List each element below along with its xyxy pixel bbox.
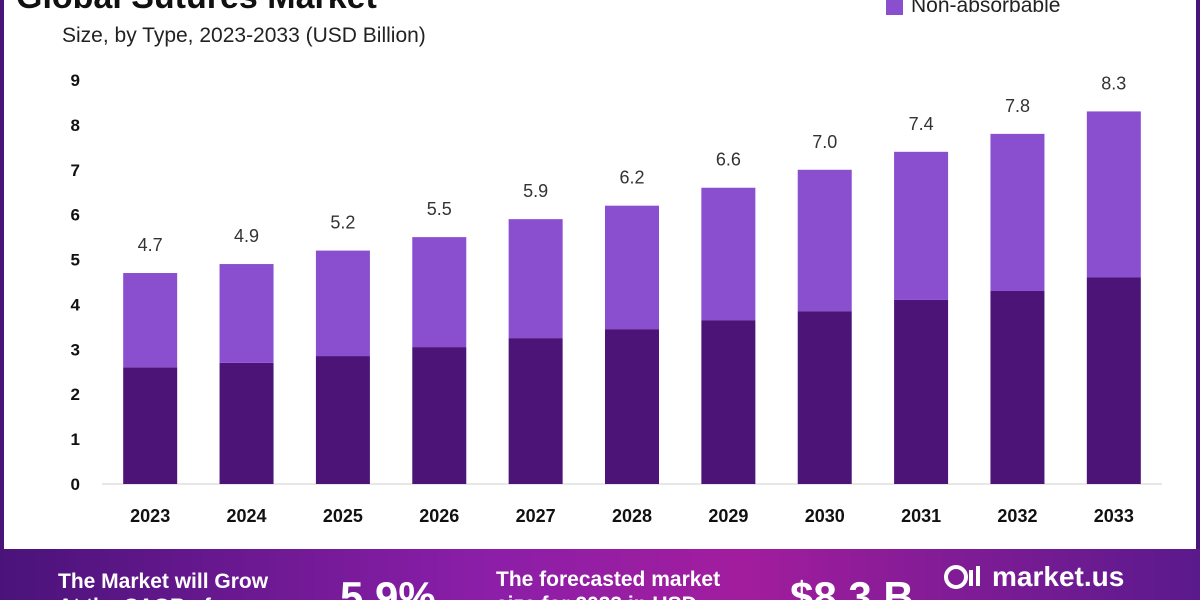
x-tick-label: 2024 — [227, 506, 267, 526]
y-tick-label: 2 — [71, 385, 80, 404]
bars: 4.7 4.9 5.2 5.5 5.9 6.2 6.6 7.0 7.4 7.8 8.3 — [123, 73, 1141, 484]
chart-subtitle: Size, by Type, 2023-2033 (USD Billion) — [62, 24, 426, 47]
bar-non-absorbable — [315, 250, 370, 357]
x-tick-label: 2025 — [323, 506, 363, 526]
y-tick-label: 5 — [71, 251, 80, 270]
data-label-total: 5.2 — [330, 213, 355, 233]
y-tick-label: 9 — [71, 71, 80, 90]
x-tick-label: 2032 — [997, 506, 1037, 526]
bar-absorbable — [990, 290, 1045, 484]
bar-non-absorbable — [797, 169, 852, 312]
brand: market.us — [944, 561, 1124, 593]
legend-swatch-non-absorbable — [886, 0, 903, 15]
y-tick-label: 3 — [71, 340, 80, 359]
bar-non-absorbable — [219, 264, 274, 363]
bar-non-absorbable — [701, 187, 756, 321]
data-label-total: 7.0 — [812, 132, 837, 152]
data-label-total: 4.9 — [234, 226, 259, 246]
data-label-total: 4.7 — [138, 235, 163, 255]
y-tick-label: 7 — [71, 161, 80, 180]
y-tick-label: 0 — [71, 475, 80, 494]
y-tick-label: 8 — [71, 116, 80, 135]
data-label-total: 6.2 — [619, 168, 644, 188]
y-tick-label: 4 — [71, 295, 81, 314]
x-tick-label: 2028 — [612, 506, 652, 526]
x-tick-label: 2026 — [419, 506, 459, 526]
data-label-total: 8.3 — [1101, 73, 1126, 93]
bar-absorbable — [123, 367, 178, 484]
bar-absorbable — [508, 338, 563, 484]
bar-non-absorbable — [1086, 111, 1141, 278]
legend-label-non-absorbable: Non-absorbable — [911, 0, 1061, 17]
data-label-total: 5.9 — [523, 181, 548, 201]
x-tick-label: 2029 — [708, 506, 748, 526]
data-label-total: 6.6 — [716, 150, 741, 170]
bar-absorbable — [315, 356, 370, 484]
market-us-logo-icon — [944, 565, 980, 589]
forecast-caption: The forecasted market size for 2033 in U… — [496, 568, 721, 600]
bar-non-absorbable — [508, 219, 563, 339]
brand-name: market.us — [992, 561, 1125, 592]
x-tick-label: 2033 — [1094, 506, 1134, 526]
bar-absorbable — [219, 362, 274, 484]
data-label-total: 7.8 — [1005, 96, 1030, 116]
cagr-value: 5.9% — [340, 573, 436, 600]
bar-absorbable — [701, 320, 756, 484]
x-tick-label: 2023 — [130, 506, 170, 526]
footer-banner: The Market will Grow At the CAGR of: 5.9… — [0, 549, 1200, 600]
y-tick-label: 6 — [71, 206, 80, 225]
bar-absorbable — [412, 347, 467, 484]
bar-absorbable — [894, 299, 949, 484]
bar-non-absorbable — [412, 237, 467, 348]
bar-non-absorbable — [894, 151, 949, 300]
bar-absorbable — [605, 329, 659, 484]
bar-absorbable — [797, 311, 852, 484]
legend: Non-absorbable — [886, 0, 1060, 18]
x-axis: 2023 2024 2025 2026 2027 2028 2029 2030 2031 2032… — [130, 506, 1134, 526]
data-label-total: 7.4 — [909, 114, 934, 134]
y-tick-label: 1 — [71, 430, 80, 449]
x-tick-label: 2027 — [516, 506, 556, 526]
bar-non-absorbable — [990, 133, 1045, 291]
growth-caption: The Market will Grow At the CAGR of: — [58, 570, 269, 600]
chart-title: Global Sutures Market — [16, 0, 377, 17]
data-label-total: 5.5 — [427, 199, 452, 219]
bar-absorbable — [1086, 277, 1141, 484]
forecast-value: $8.3 B — [790, 573, 914, 600]
bar-non-absorbable — [123, 273, 178, 368]
stacked-bar-chart: 0 1 2 3 4 5 6 7 8 9 4.7 4.9 5.2 5.5 5.9 6.2 6.6 7.0 7.4 7.… — [71, 71, 1162, 526]
x-tick-label: 2030 — [805, 506, 845, 526]
x-tick-label: 2031 — [901, 506, 941, 526]
bar-non-absorbable — [605, 205, 659, 330]
